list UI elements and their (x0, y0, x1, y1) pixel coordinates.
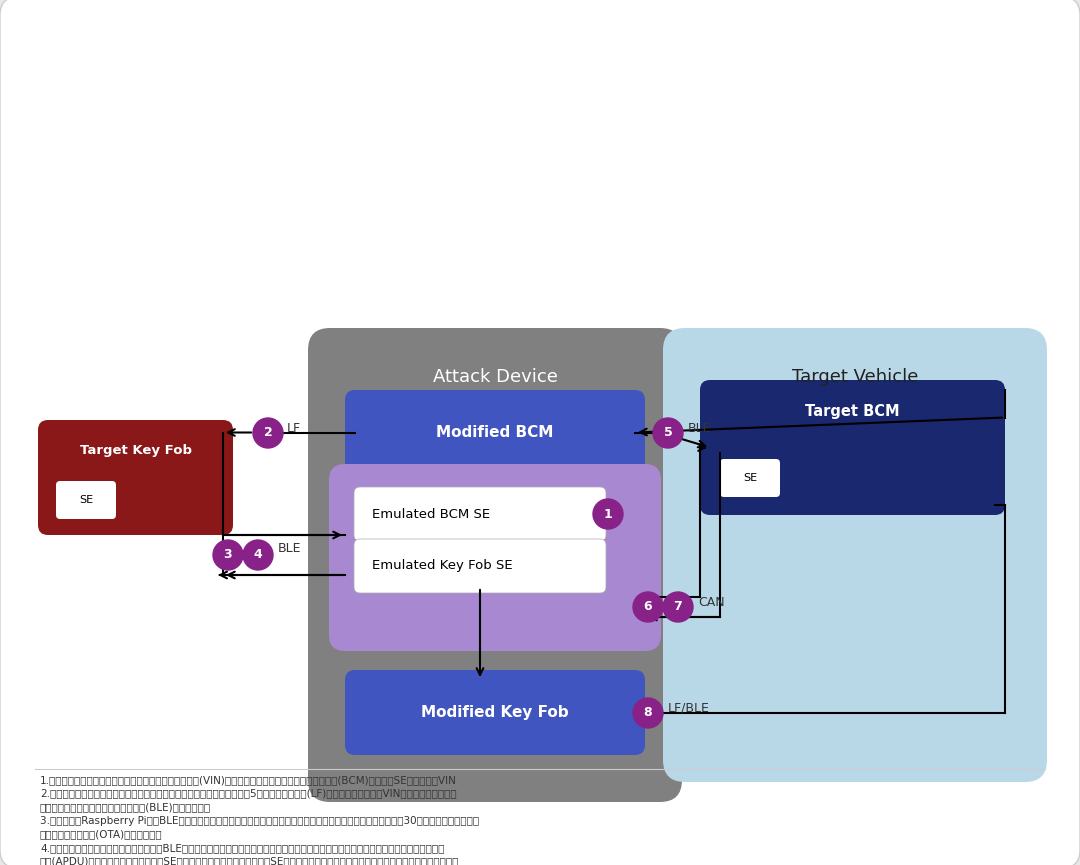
Text: SE: SE (743, 473, 757, 483)
Text: 1.攻击者接近目标车辆，通过挡风玻璃读取车辆识别号码(VIN)，并为攻击设备中的修改后的车身控制器(BCM)配置仿真SE以使用目标VIN
2.攻击者找到目标密钥: 1.攻击者接近目标车辆，通过挡风玻璃读取车辆识别号码(VIN)，并为攻击设备中的… (40, 775, 480, 865)
Text: SE: SE (79, 495, 93, 505)
Circle shape (663, 592, 693, 622)
Text: 4: 4 (254, 548, 262, 561)
Text: 7: 7 (674, 600, 683, 613)
FancyBboxPatch shape (663, 328, 1047, 782)
Text: Modified BCM: Modified BCM (436, 425, 554, 440)
Text: BLE: BLE (688, 421, 712, 434)
Text: CAN: CAN (698, 595, 725, 608)
FancyBboxPatch shape (345, 390, 645, 475)
Text: Target BCM: Target BCM (806, 404, 900, 419)
Circle shape (593, 499, 623, 529)
Text: 1: 1 (604, 508, 612, 521)
FancyBboxPatch shape (354, 487, 606, 541)
FancyBboxPatch shape (38, 420, 233, 535)
Text: Attack Device: Attack Device (433, 368, 557, 386)
Text: 6: 6 (644, 600, 652, 613)
Circle shape (633, 698, 663, 728)
Text: Target Vehicle: Target Vehicle (792, 368, 918, 386)
Text: BLE: BLE (278, 541, 301, 554)
FancyBboxPatch shape (56, 481, 116, 519)
FancyBboxPatch shape (345, 670, 645, 755)
Text: 5: 5 (663, 426, 673, 439)
Circle shape (253, 418, 283, 448)
Text: LF: LF (287, 421, 301, 434)
Circle shape (243, 540, 273, 570)
Circle shape (653, 418, 683, 448)
Text: Raspberry Pi: Raspberry Pi (451, 494, 539, 508)
Text: 3: 3 (224, 548, 232, 561)
Circle shape (633, 592, 663, 622)
Text: Modified Key Fob: Modified Key Fob (421, 705, 569, 720)
Text: 2: 2 (264, 426, 272, 439)
FancyBboxPatch shape (308, 328, 681, 802)
Text: Target Key Fob: Target Key Fob (80, 444, 191, 457)
FancyBboxPatch shape (354, 539, 606, 593)
FancyBboxPatch shape (700, 380, 1005, 515)
Text: Emulated BCM SE: Emulated BCM SE (372, 508, 490, 521)
Text: 8: 8 (644, 707, 652, 720)
FancyBboxPatch shape (329, 464, 661, 651)
Text: Emulated Key Fob SE: Emulated Key Fob SE (372, 560, 513, 573)
FancyBboxPatch shape (720, 459, 780, 497)
Text: LF/BLE: LF/BLE (669, 702, 710, 714)
Circle shape (213, 540, 243, 570)
